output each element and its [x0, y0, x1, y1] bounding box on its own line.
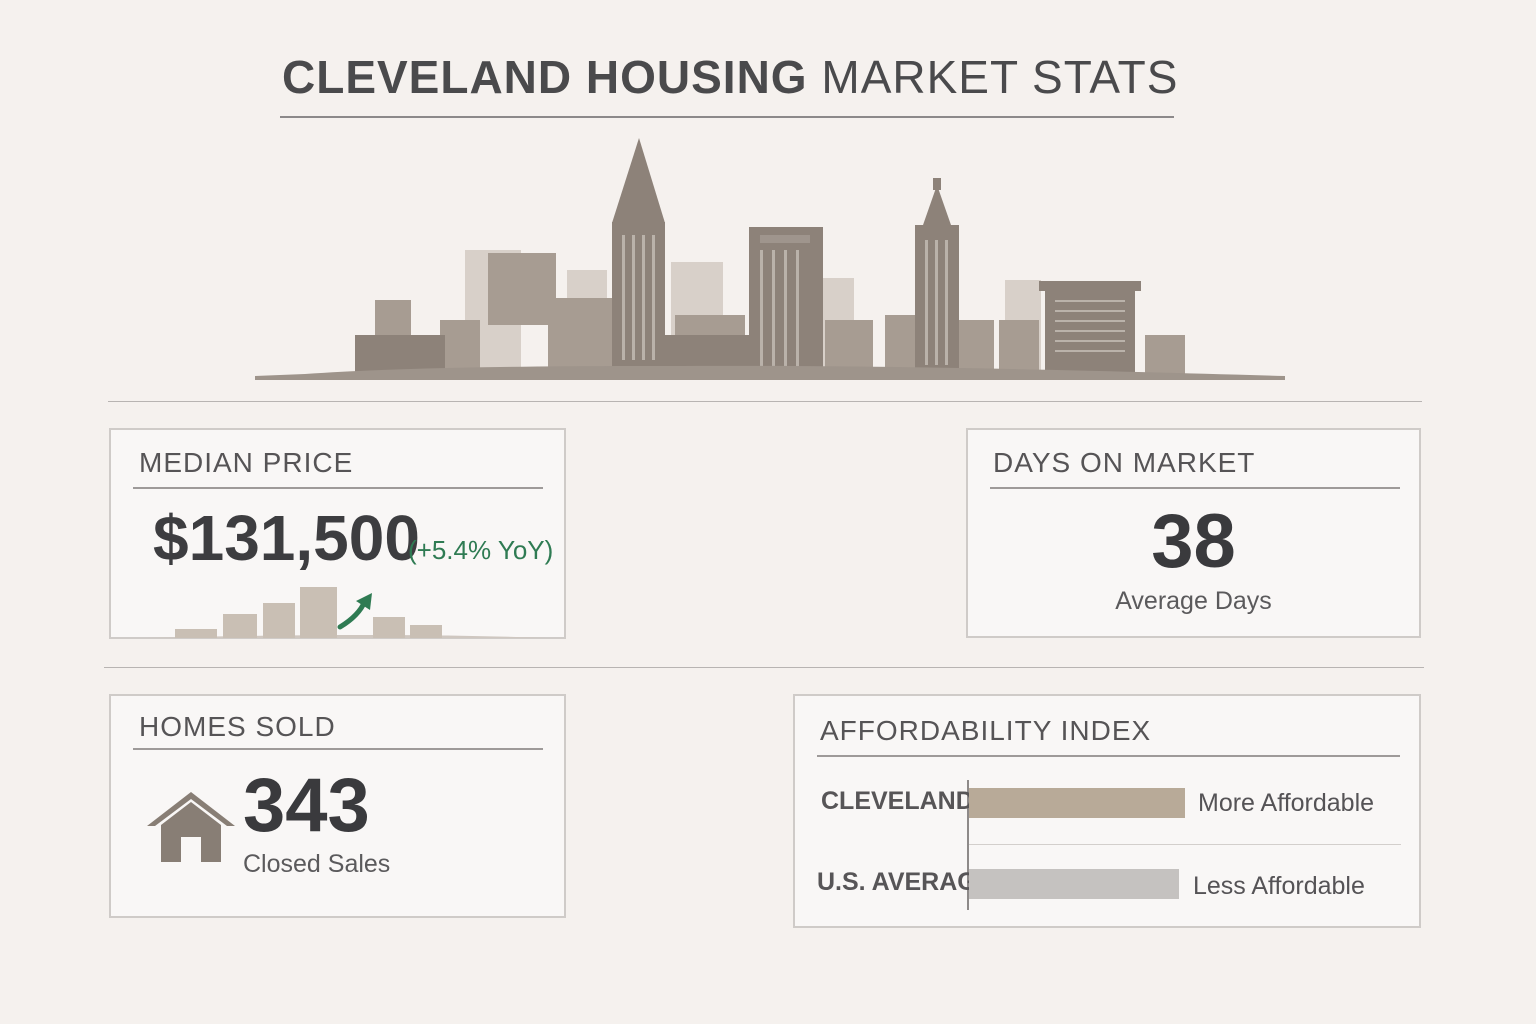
- affordability-note-cleveland: More Affordable: [1198, 789, 1375, 817]
- days-on-market-subtitle: Average Days: [1115, 587, 1272, 615]
- mini-chart-bar-6: [410, 625, 442, 638]
- city-skyline-illustration: [255, 138, 1285, 380]
- median-price-title: MEDIAN PRICE: [139, 447, 354, 478]
- median-price-trend-graphic: [147, 587, 547, 638]
- homes-sold-value: 343: [243, 763, 370, 848]
- affordability-bar-us-average: [969, 869, 1179, 899]
- title-underline: [280, 116, 1174, 118]
- days-on-market-rule: [990, 487, 1400, 489]
- page-title-light: MARKET STATS: [821, 51, 1179, 103]
- affordability-index-card: AFFORDABILITY INDEX CLEVELAND More Affor…: [793, 694, 1421, 928]
- median-price-card: MEDIAN PRICE $131,500 (+5.4% YoY): [109, 428, 566, 639]
- homes-sold-rule: [133, 748, 543, 750]
- divider-middle: [104, 667, 1424, 668]
- affordability-note-us-average: Less Affordable: [1193, 872, 1365, 900]
- mini-chart-bar-4: [300, 587, 337, 638]
- homes-sold-subtitle: Closed Sales: [243, 850, 391, 878]
- house-icon: [147, 792, 235, 862]
- skyline-ground: [255, 365, 1285, 380]
- divider-top: [108, 401, 1422, 402]
- days-on-market-value: 38: [1151, 499, 1236, 584]
- mini-chart-bar-1: [175, 629, 217, 638]
- days-on-market-card: DAYS ON MARKET 38 Average Days: [966, 428, 1421, 638]
- affordability-label-us-average: U.S. AVERAGE: [817, 868, 994, 896]
- page-title-bold: CLEVELAND HOUSING: [282, 51, 808, 103]
- skyline-windows: [622, 235, 1125, 370]
- affordability-index-title: AFFORDABILITY INDEX: [820, 715, 1152, 746]
- page-title: CLEVELAND HOUSING MARKET STATS: [282, 48, 1177, 106]
- affordability-label-cleveland: CLEVELAND: [821, 787, 974, 815]
- mini-chart-bar-3: [263, 603, 295, 638]
- mini-chart-bar-2: [223, 614, 257, 638]
- affordability-index-rule: [817, 755, 1400, 757]
- trend-up-arrow-icon: [337, 593, 372, 630]
- median-price-value: $131,500: [153, 502, 420, 574]
- days-on-market-title: DAYS ON MARKET: [993, 447, 1256, 478]
- affordability-bar-cleveland: [969, 788, 1185, 818]
- mini-chart-bar-5: [373, 617, 405, 638]
- affordability-row-separator: [969, 844, 1401, 845]
- affordability-axis: [967, 780, 969, 910]
- homes-sold-card: HOMES SOLD 343 Closed Sales: [109, 694, 566, 918]
- median-price-rule: [133, 487, 543, 489]
- median-price-change: (+5.4% YoY): [408, 535, 554, 565]
- homes-sold-title: HOMES SOLD: [139, 711, 336, 742]
